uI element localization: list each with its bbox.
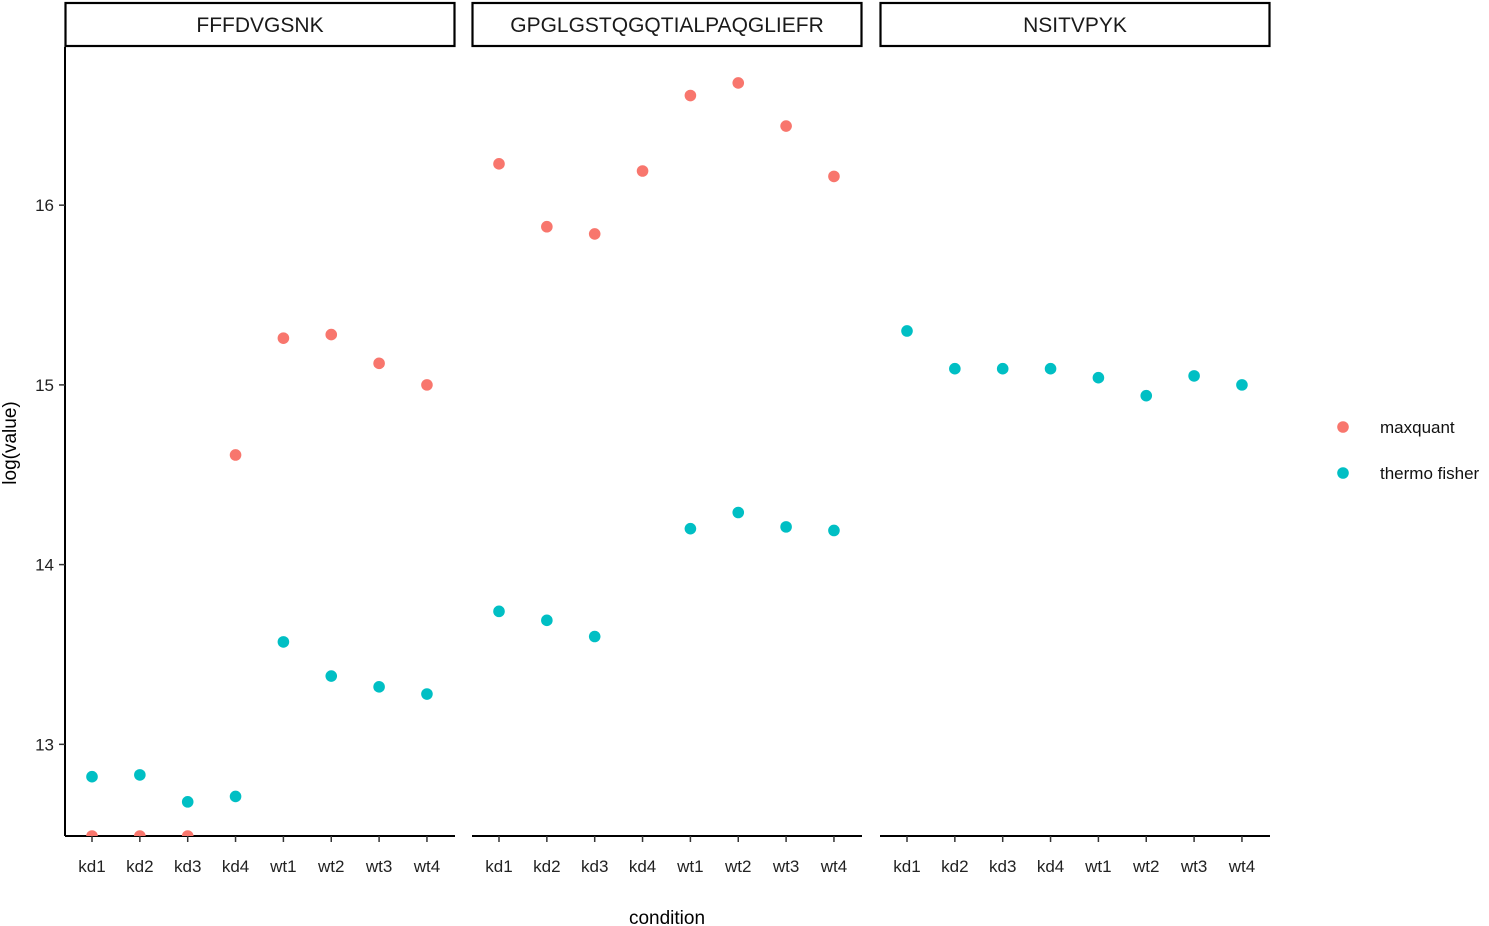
data-point-thermo-fisher xyxy=(86,770,98,783)
x-tick-label: wt1 xyxy=(269,857,296,876)
data-point-thermo-fisher xyxy=(996,362,1009,375)
y-axis-title: log(value) xyxy=(0,401,21,484)
x-tick-label: kd2 xyxy=(533,857,560,876)
y-tick-label: 15 xyxy=(35,376,54,395)
data-point-maxquant xyxy=(229,449,242,461)
facet-strip xyxy=(64,1,456,48)
data-point-thermo-fisher xyxy=(780,521,792,533)
legend-label: maxquant xyxy=(1380,418,1455,437)
y-tick-label: 16 xyxy=(35,196,54,215)
facet-panel: FFFDVGSNK kd1 kd2 kd3 kd4 wt1 wt2 wt3 wt4 xyxy=(64,1,456,876)
data-point-maxquant xyxy=(181,830,194,836)
x-axis-title: condition xyxy=(629,908,705,926)
data-point-thermo-fisher xyxy=(1140,389,1153,402)
data-point-maxquant xyxy=(421,379,433,391)
facet-strip-label: GPGLGSTQGQTIALPAQGLIEFR xyxy=(510,14,824,37)
x-tick-label: kd1 xyxy=(893,857,920,876)
data-point-thermo-fisher xyxy=(1044,362,1057,375)
legend: maxquant thermo fisher xyxy=(1337,418,1480,483)
data-point-thermo-fisher xyxy=(732,506,745,519)
data-point-thermo-fisher xyxy=(1236,379,1248,391)
facet-strip xyxy=(879,1,1271,48)
data-point-maxquant xyxy=(373,357,385,370)
legend-key xyxy=(1337,467,1349,479)
x-tick-label: kd3 xyxy=(989,857,1016,876)
x-tick-label: wt2 xyxy=(724,857,751,876)
data-point-thermo-fisher xyxy=(421,688,433,700)
data-point-maxquant xyxy=(684,89,697,102)
data-point-thermo-fisher xyxy=(1188,370,1200,382)
y-tick-label: 14 xyxy=(35,556,54,575)
x-tick-label: kd4 xyxy=(629,857,656,876)
data-point-thermo-fisher xyxy=(828,524,840,537)
data-point-maxquant xyxy=(493,158,505,170)
points-group xyxy=(493,77,840,643)
x-tick-label: kd4 xyxy=(1037,857,1064,876)
x-tick-label: kd2 xyxy=(126,857,153,876)
x-tick-label: kd4 xyxy=(222,857,249,876)
data-point-maxquant xyxy=(277,332,290,344)
data-point-maxquant xyxy=(828,170,840,183)
data-point-maxquant xyxy=(134,830,146,836)
facet-strip-label: FFFDVGSNK xyxy=(196,14,323,37)
facet-strip-label: NSITVPYK xyxy=(1023,14,1127,37)
legend-label: thermo fisher xyxy=(1380,464,1480,483)
x-tick-label: wt1 xyxy=(676,857,703,876)
data-point-maxquant xyxy=(86,830,98,836)
facet-panel: NSITVPYK kd1 kd2 kd3 kd4 wt1 wt2 wt3 wt4 xyxy=(879,1,1271,876)
data-point-thermo-fisher xyxy=(373,681,385,693)
data-point-thermo-fisher xyxy=(277,636,290,648)
data-point-thermo-fisher xyxy=(541,614,553,627)
data-point-thermo-fisher xyxy=(229,790,242,803)
data-point-maxquant xyxy=(636,165,649,177)
data-point-thermo-fisher xyxy=(684,522,697,535)
facet-strip xyxy=(471,1,863,48)
x-tick-label: kd1 xyxy=(78,857,105,876)
data-point-thermo-fisher xyxy=(588,630,601,643)
x-tick-label: wt3 xyxy=(772,857,799,876)
data-point-maxquant xyxy=(541,220,553,233)
facet-panel: GPGLGSTQGQTIALPAQGLIEFR kd1 kd2 kd3 kd4 wt1 wt… xyxy=(471,1,863,876)
x-tick-label: wt2 xyxy=(1132,857,1159,876)
legend-key xyxy=(1337,421,1349,433)
x-tick-label: wt4 xyxy=(1228,857,1255,876)
x-tick-label: wt4 xyxy=(413,857,440,876)
points-group xyxy=(86,328,433,836)
x-tick-label: kd2 xyxy=(941,857,968,876)
points-group xyxy=(901,325,1248,402)
data-point-thermo-fisher xyxy=(325,670,338,682)
data-point-thermo-fisher xyxy=(1092,371,1105,384)
y-tick-label: 13 xyxy=(35,735,54,754)
data-point-thermo-fisher xyxy=(181,796,194,808)
data-point-thermo-fisher xyxy=(949,362,961,375)
x-tick-label: wt4 xyxy=(820,857,847,876)
data-point-thermo-fisher xyxy=(901,325,913,337)
data-point-maxquant xyxy=(732,77,745,89)
data-point-maxquant xyxy=(325,328,338,341)
data-point-maxquant xyxy=(588,228,601,240)
x-tick-label: wt3 xyxy=(365,857,392,876)
y-axis: 13 14 15 16 xyxy=(35,47,66,836)
data-point-thermo-fisher xyxy=(134,769,146,781)
x-tick-label: wt1 xyxy=(1084,857,1111,876)
x-tick-label: kd3 xyxy=(581,857,608,876)
x-tick-label: wt2 xyxy=(317,857,344,876)
x-tick-label: kd1 xyxy=(485,857,512,876)
x-tick-label: wt3 xyxy=(1180,857,1207,876)
data-point-thermo-fisher xyxy=(493,605,505,618)
x-tick-label: kd3 xyxy=(174,857,201,876)
data-point-maxquant xyxy=(780,120,792,132)
